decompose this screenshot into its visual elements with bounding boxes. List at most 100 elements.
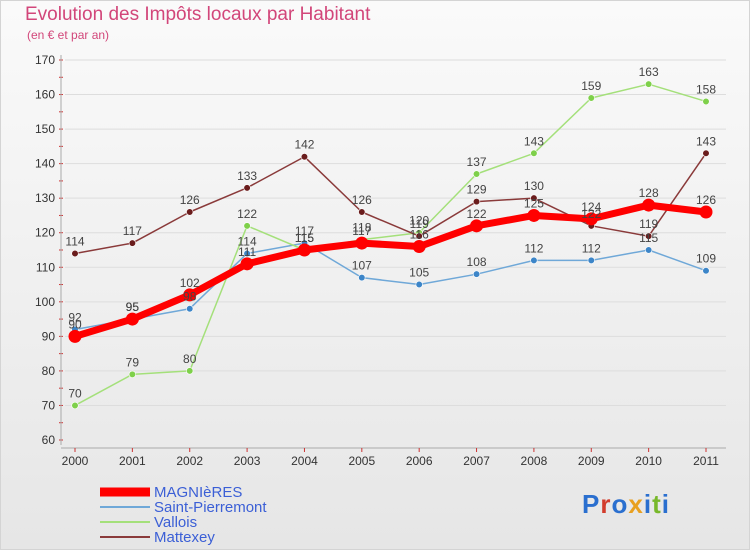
data-label-vallois-2006: 120 bbox=[409, 214, 429, 228]
data-label-mattexey-2007: 129 bbox=[467, 183, 487, 197]
data-label-magni-res-2008: 125 bbox=[524, 196, 544, 210]
x-tick-label-2010: 2010 bbox=[635, 454, 662, 468]
data-label-magni-res-2009: 124 bbox=[581, 200, 601, 214]
data-point-magni-res-2009 bbox=[584, 212, 598, 226]
data-label-vallois-2000: 70 bbox=[68, 386, 82, 400]
data-label-vallois-2005: 118 bbox=[352, 221, 371, 235]
data-label-saint-pierremont-2010: 115 bbox=[639, 231, 658, 245]
data-label-saint-pierremont-2004: 117 bbox=[295, 224, 314, 238]
data-label-mattexey-2004: 142 bbox=[294, 138, 314, 152]
data-point-vallois-2009 bbox=[587, 94, 595, 102]
data-point-magni-res-2002 bbox=[183, 288, 197, 302]
data-point-magni-res-2007 bbox=[470, 219, 484, 233]
data-label-mattexey-2001: 117 bbox=[123, 224, 142, 238]
data-label-magni-res-2011: 126 bbox=[696, 193, 716, 207]
data-label-saint-pierremont-2007: 108 bbox=[467, 255, 487, 269]
data-point-vallois-2002 bbox=[186, 367, 194, 375]
x-tick-label-2011: 2011 bbox=[693, 454, 719, 468]
logo-letter: i bbox=[643, 489, 653, 519]
data-point-vallois-2001 bbox=[128, 370, 136, 378]
x-tick-label-2000: 2000 bbox=[62, 454, 89, 468]
data-point-magni-res-2001 bbox=[125, 312, 139, 326]
y-tick-label-170: 170 bbox=[35, 53, 55, 67]
y-tick-label-150: 150 bbox=[35, 122, 55, 136]
data-label-vallois-2001: 79 bbox=[126, 355, 140, 369]
data-point-vallois-2010 bbox=[645, 80, 653, 88]
data-label-magni-res-2004: 115 bbox=[295, 231, 314, 245]
series-line-mattexey bbox=[74, 152, 707, 255]
y-tick-label-80: 80 bbox=[42, 364, 56, 378]
series-line-vallois bbox=[74, 83, 707, 407]
data-label-vallois-2002: 80 bbox=[183, 352, 197, 366]
data-label-saint-pierremont-2000: 92 bbox=[68, 310, 82, 324]
data-point-saint-pierremont-2003 bbox=[243, 249, 251, 258]
data-point-vallois-2007 bbox=[472, 170, 481, 178]
data-label-magni-res-2005: 117 bbox=[352, 224, 371, 238]
data-point-saint-pierremont-2005 bbox=[358, 274, 366, 282]
legend-label-saint-pierremont: Saint-Pierremont bbox=[154, 499, 267, 516]
logo-letter: x bbox=[628, 489, 644, 519]
data-label-magni-res-2007: 122 bbox=[467, 207, 487, 221]
data-point-mattexey-2004 bbox=[300, 153, 309, 161]
legend-label-magni-res: MAGNIèRES bbox=[154, 484, 242, 501]
series-layer bbox=[68, 80, 713, 410]
data-label-saint-pierremont-2001: 95 bbox=[126, 300, 140, 314]
data-label-saint-pierremont-2009: 112 bbox=[582, 241, 601, 255]
data-point-mattexey-2008 bbox=[530, 194, 538, 202]
legend-label-mattexey: Mattexey bbox=[154, 529, 215, 546]
data-point-mattexey-2006 bbox=[415, 232, 423, 240]
data-point-saint-pierremont-2010 bbox=[645, 246, 653, 254]
data-point-mattexey-2005 bbox=[358, 208, 366, 216]
y-tick-label-130: 130 bbox=[35, 191, 55, 205]
data-point-magni-res-2004 bbox=[297, 243, 311, 257]
y-tick-label-110: 110 bbox=[36, 260, 55, 274]
data-point-saint-pierremont-2006 bbox=[415, 280, 423, 289]
data-label-mattexey-2009: 122 bbox=[581, 207, 601, 221]
data-label-vallois-2010: 163 bbox=[639, 65, 659, 79]
data-point-vallois-2008 bbox=[530, 149, 538, 157]
axis-layer: 60 70 80 90 100 110 120 130 140 150 160 170 2000 2001… bbox=[35, 53, 726, 468]
logo-letter: t bbox=[652, 489, 662, 519]
data-label-mattexey-2006: 119 bbox=[410, 217, 429, 231]
proxiti-logo: Proxiti bbox=[582, 489, 670, 520]
data-point-mattexey-2007 bbox=[472, 198, 481, 206]
data-label-magni-res-2010: 128 bbox=[639, 186, 659, 200]
x-tick-label-2008: 2008 bbox=[521, 454, 548, 468]
data-label-saint-pierremont-2006: 105 bbox=[409, 266, 429, 280]
y-tick-label-160: 160 bbox=[35, 88, 55, 102]
data-point-saint-pierremont-2007 bbox=[472, 270, 481, 278]
x-tick-label-2007: 2007 bbox=[463, 454, 490, 468]
logo-letter: P bbox=[582, 489, 601, 519]
data-point-mattexey-2000 bbox=[71, 249, 79, 258]
data-point-saint-pierremont-2009 bbox=[587, 256, 595, 264]
data-point-saint-pierremont-2002 bbox=[186, 305, 194, 313]
data-label-magni-res-2001: 95 bbox=[126, 300, 140, 314]
data-label-mattexey-2011: 143 bbox=[696, 134, 716, 148]
data-point-mattexey-2003 bbox=[243, 184, 251, 192]
data-point-magni-res-2010 bbox=[642, 198, 656, 212]
data-label-vallois-2011: 158 bbox=[696, 82, 716, 96]
data-label-saint-pierremont-2003: 114 bbox=[238, 234, 257, 248]
x-tick-label-2005: 2005 bbox=[348, 454, 375, 468]
data-point-magni-res-2000 bbox=[68, 329, 82, 343]
data-label-magni-res-2002: 102 bbox=[180, 276, 200, 290]
data-point-magni-res-2008 bbox=[527, 208, 541, 222]
data-label-saint-pierremont-2011: 109 bbox=[696, 252, 716, 266]
data-label-mattexey-2005: 126 bbox=[352, 193, 372, 207]
chart-title: Evolution des Impôts locaux par Habitant bbox=[25, 4, 371, 25]
data-point-magni-res-2011 bbox=[699, 205, 713, 219]
data-point-saint-pierremont-2008 bbox=[530, 256, 538, 264]
data-point-saint-pierremont-2011 bbox=[702, 267, 710, 275]
data-label-magni-res-2000: 90 bbox=[68, 317, 82, 331]
data-label-mattexey-2008: 130 bbox=[524, 179, 544, 193]
data-point-mattexey-2001 bbox=[128, 239, 136, 247]
data-label-magni-res-2006: 116 bbox=[410, 228, 429, 242]
legend-label-vallois: Vallois bbox=[154, 514, 197, 531]
x-tick-label-2006: 2006 bbox=[406, 454, 433, 468]
data-label-vallois-2003: 122 bbox=[237, 207, 257, 221]
grid-layer bbox=[65, 59, 726, 406]
logo-letter: o bbox=[611, 489, 629, 519]
